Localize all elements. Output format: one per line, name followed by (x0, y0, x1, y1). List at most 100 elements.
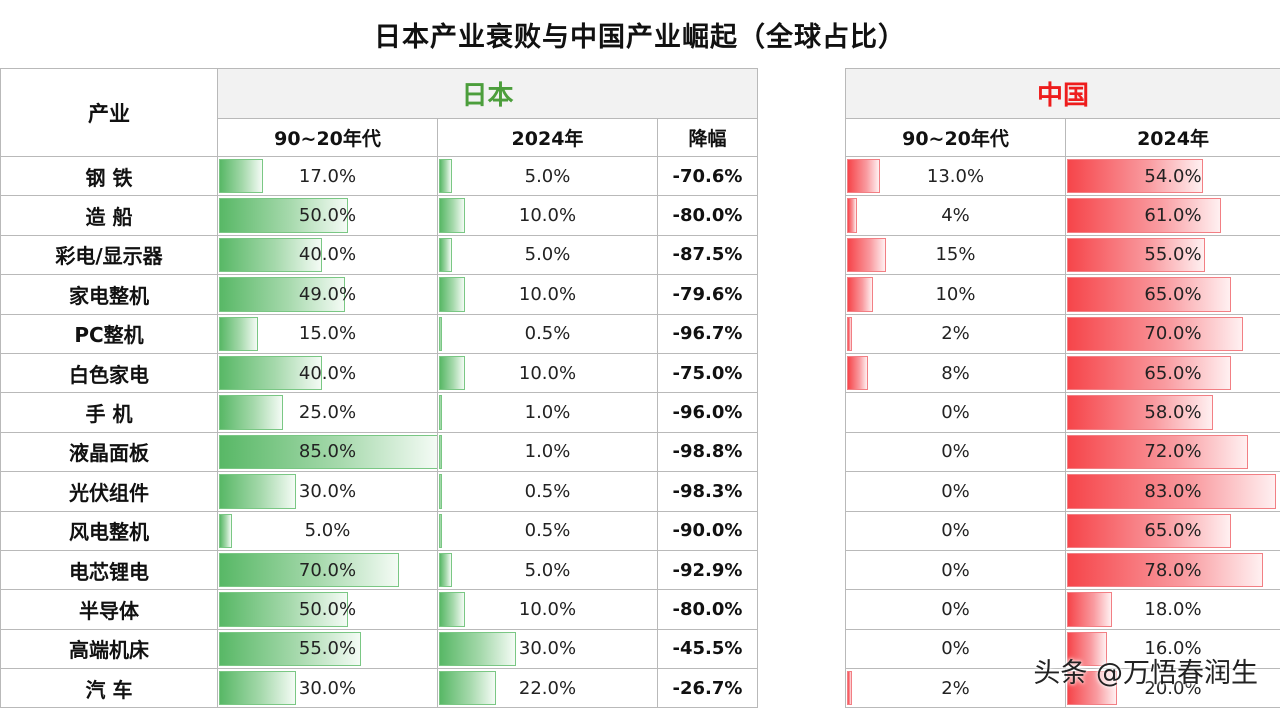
cell-cn-past: 8% (846, 353, 1066, 392)
value-label: 72.0% (1144, 441, 1201, 462)
cell-jp-drop: -75.0% (658, 353, 758, 392)
cell-jp-2024: 5.0% (438, 550, 658, 589)
cell-jp-drop: -26.7% (658, 669, 758, 708)
watermark: 头条 @万悟春润生 (1033, 651, 1258, 690)
value-label: 4% (941, 205, 970, 226)
industry-label: 光伏组件 (69, 481, 149, 505)
value-label: 2% (941, 678, 970, 699)
gap-cell (758, 472, 846, 511)
value-label: 58.0% (1144, 402, 1201, 423)
cell-jp-2024: 5.0% (438, 157, 658, 196)
industry-label: 彩电/显示器 (55, 244, 162, 268)
cell-jp-past: 40.0% (218, 353, 438, 392)
industry-label: 白色家电 (69, 363, 149, 387)
cell-cn-2024: 61.0% (1066, 196, 1280, 235)
value-label: -90.0% (673, 520, 743, 541)
cell-jp-2024: 10.0% (438, 196, 658, 235)
value-label: 40.0% (299, 244, 356, 265)
cell-jp-drop: -70.6% (658, 157, 758, 196)
cell-jp-2024: 10.0% (438, 590, 658, 629)
value-label: 15% (935, 244, 975, 265)
value-label: -96.0% (673, 402, 743, 423)
cell-jp-2024: 1.0% (438, 393, 658, 432)
value-label: 78.0% (1144, 560, 1201, 581)
value-label: 0% (941, 560, 970, 581)
value-label: 10% (935, 284, 975, 305)
value-label: 5.0% (305, 520, 351, 541)
cell-industry: 汽 车 (1, 669, 218, 708)
value-label: 0% (941, 520, 970, 541)
cell-industry: 彩电/显示器 (1, 235, 218, 274)
china-share-bar (847, 159, 880, 193)
gap-cell (758, 314, 846, 353)
gap-cell (758, 629, 846, 668)
cell-jp-2024: 10.0% (438, 353, 658, 392)
value-label: 10.0% (519, 599, 576, 620)
gap-cell (758, 550, 846, 589)
value-label: 40.0% (299, 363, 356, 384)
cell-jp-drop: -45.5% (658, 629, 758, 668)
value-label: 0% (941, 481, 970, 502)
cell-industry: 造 船 (1, 196, 218, 235)
cell-cn-past: 0% (846, 472, 1066, 511)
cell-jp-past: 25.0% (218, 393, 438, 432)
japan-share-bar (439, 671, 496, 705)
cell-cn-2024: 70.0% (1066, 314, 1280, 353)
gap-cell (758, 353, 846, 392)
cell-cn-past: 0% (846, 511, 1066, 550)
value-label: -87.5% (673, 244, 743, 265)
value-label: 0% (941, 402, 970, 423)
japan-share-bar (439, 435, 442, 469)
table-row: 白色家电 40.0% 10.0% -75.0% 8%65.0% (1, 353, 1280, 392)
cell-cn-2024: 65.0% (1066, 353, 1280, 392)
cell-jp-past: 17.0% (218, 157, 438, 196)
header-jp-2024: 2024年 (438, 119, 658, 157)
value-label: 83.0% (1144, 481, 1201, 502)
gap-cell (758, 157, 846, 196)
value-label: 65.0% (1144, 284, 1201, 305)
value-label: 0.5% (525, 481, 571, 502)
cell-jp-drop: -80.0% (658, 196, 758, 235)
japan-share-bar (439, 238, 452, 272)
industry-label: 造 船 (86, 205, 133, 229)
china-share-bar (847, 277, 873, 311)
cell-cn-past: 13.0% (846, 157, 1066, 196)
value-label: 1.0% (525, 441, 571, 462)
value-label: -80.0% (673, 599, 743, 620)
cell-cn-2024: 78.0% (1066, 550, 1280, 589)
cell-cn-past: 2% (846, 314, 1066, 353)
japan-share-bar (219, 395, 283, 429)
cell-cn-past: 15% (846, 235, 1066, 274)
industry-label: PC整机 (74, 323, 143, 347)
value-label: 10.0% (519, 363, 576, 384)
value-label: 85.0% (299, 441, 356, 462)
value-label: -79.6% (673, 284, 743, 305)
japan-share-bar (439, 198, 465, 232)
value-label: 55.0% (1144, 244, 1201, 265)
cell-cn-past: 10% (846, 275, 1066, 314)
japan-share-bar (219, 474, 296, 508)
value-label: 54.0% (1144, 166, 1201, 187)
gap-cell (758, 196, 846, 235)
value-label: 0% (941, 638, 970, 659)
cell-industry: 半导体 (1, 590, 218, 629)
value-label: -75.0% (673, 363, 743, 384)
value-label: 49.0% (299, 284, 356, 305)
value-label: 22.0% (519, 678, 576, 699)
value-label: -45.5% (673, 638, 743, 659)
industry-label: 风电整机 (69, 520, 149, 544)
cell-cn-2024: 65.0% (1066, 511, 1280, 550)
industry-share-table: 产业 日本 中国 90~20年代 2024年 降幅 90~20年代 2024年 … (0, 68, 1280, 708)
gap-cell (758, 590, 846, 629)
cell-jp-past: 15.0% (218, 314, 438, 353)
gap-cell (758, 275, 846, 314)
gap-cell (758, 235, 846, 274)
cell-jp-drop: -87.5% (658, 235, 758, 274)
cell-jp-past: 70.0% (218, 550, 438, 589)
header-cn-2024: 2024年 (1066, 119, 1280, 157)
header-japan: 日本 (218, 69, 758, 119)
